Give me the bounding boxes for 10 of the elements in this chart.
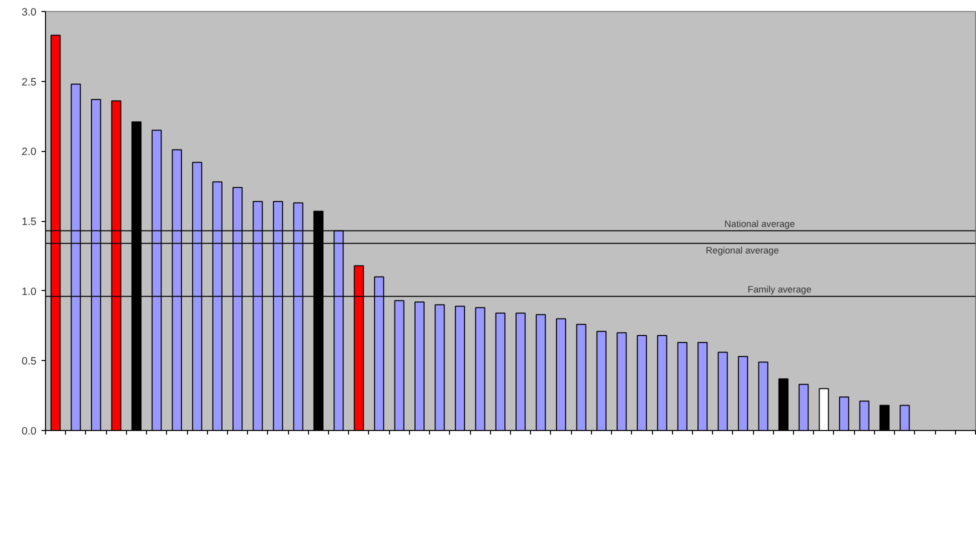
ref-line-label: National average — [724, 218, 795, 229]
y-tick-label: 1.5 — [22, 216, 37, 228]
y-tick-label: 2.5 — [22, 76, 37, 88]
y-tick-label: 2.0 — [22, 146, 37, 158]
ref-line-label: Family average — [748, 284, 812, 294]
y-tick-label: 0.0 — [22, 426, 37, 438]
y-tick-label: 3.0 — [22, 6, 37, 18]
y-tick-label: 1.0 — [22, 286, 37, 298]
ref-line-label: Regional average — [706, 245, 779, 256]
y-tick-label: 0.5 — [22, 356, 37, 368]
